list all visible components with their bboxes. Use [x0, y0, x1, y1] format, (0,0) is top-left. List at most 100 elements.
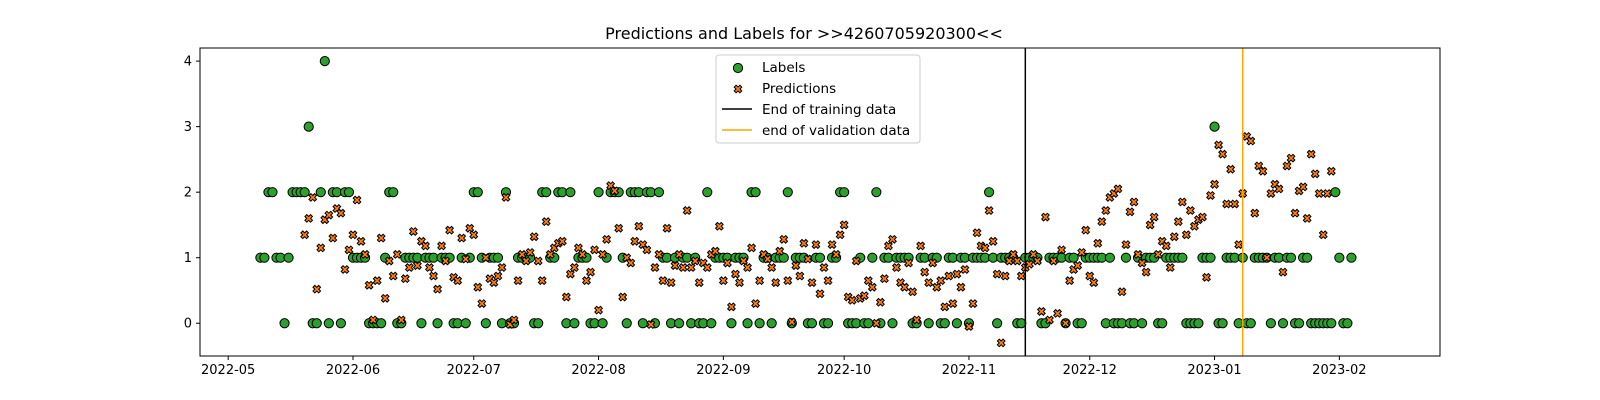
prediction-point — [1073, 261, 1083, 271]
label-point — [1265, 318, 1277, 329]
prediction-point — [344, 245, 354, 255]
label-point — [742, 318, 753, 329]
prediction-point — [614, 223, 624, 233]
prediction-point — [300, 230, 310, 240]
x-tick-label: 2023-02 — [1312, 363, 1366, 378]
prediction-point — [509, 315, 519, 325]
prediction-point — [859, 291, 869, 301]
prediction-point — [928, 258, 938, 268]
prediction-point — [879, 274, 889, 284]
label-point — [951, 318, 962, 329]
label-point — [565, 187, 576, 198]
prediction-point — [1278, 267, 1288, 277]
prediction-point — [1306, 149, 1316, 159]
prediction-point — [348, 230, 358, 240]
prediction-point — [1044, 315, 1054, 325]
prediction-point — [602, 234, 612, 244]
prediction-point — [404, 263, 414, 273]
label-point — [432, 318, 443, 329]
label-point — [653, 187, 665, 198]
prediction-point — [992, 269, 1002, 279]
label-point — [1277, 318, 1289, 329]
label-point — [597, 318, 608, 329]
prediction-point — [1165, 263, 1175, 273]
label-point — [806, 318, 818, 329]
prediction-point — [722, 258, 732, 268]
prediction-point — [891, 263, 902, 273]
prediction-point — [1310, 169, 1320, 179]
x-tick-label: 2022-08 — [571, 363, 625, 378]
prediction-point — [900, 282, 910, 292]
prediction-point — [469, 230, 479, 240]
label-point — [766, 318, 777, 329]
prediction-point — [1065, 276, 1075, 286]
prediction-point — [316, 243, 326, 253]
label-point — [1068, 252, 1079, 263]
label-point — [283, 252, 294, 263]
label-point — [343, 187, 355, 198]
prediction-point — [823, 276, 833, 286]
label-point — [1136, 318, 1148, 329]
y-tick-label: 0 — [184, 317, 192, 332]
x-tick-label: 2022-10 — [817, 363, 871, 378]
prediction-point — [1201, 272, 1212, 282]
prediction-point — [960, 264, 970, 275]
prediction-point — [497, 263, 507, 273]
chart-title: Predictions and Labels for >>42607059203… — [605, 24, 1003, 43]
prediction-point — [734, 278, 744, 288]
prediction-point — [1089, 278, 1099, 288]
prediction-point — [1262, 253, 1272, 263]
label-point — [702, 187, 713, 198]
label-point — [267, 187, 278, 198]
prediction-point — [940, 302, 950, 312]
prediction-point — [658, 276, 668, 286]
label-point — [1342, 318, 1353, 329]
label-point — [480, 318, 491, 329]
prediction-point — [1230, 199, 1240, 209]
prediction-point — [610, 186, 620, 196]
prediction-point — [912, 315, 922, 325]
label-point — [706, 318, 717, 329]
prediction-point — [336, 208, 346, 218]
prediction-point — [694, 278, 704, 288]
x-tick-label: 2022-05 — [201, 363, 255, 378]
prediction-point — [779, 234, 789, 244]
label-point — [416, 318, 427, 329]
prediction-point — [304, 213, 314, 223]
prediction-point — [730, 269, 740, 279]
legend-box — [715, 54, 921, 144]
label-point — [1346, 252, 1357, 263]
x-tick-label: 2023-01 — [1187, 363, 1241, 378]
prediction-point — [433, 284, 443, 294]
prediction-point — [815, 289, 825, 299]
label-point — [887, 318, 898, 329]
prediction-point — [835, 230, 845, 240]
prediction-point — [831, 249, 841, 259]
prediction-point — [867, 282, 877, 292]
prediction-point — [1036, 306, 1046, 316]
prediction-point — [908, 287, 918, 297]
prediction-point — [972, 228, 982, 238]
prediction-point — [1012, 256, 1022, 266]
label-point — [259, 252, 270, 263]
x-tick-label: 2022-06 — [326, 363, 380, 378]
label-point — [299, 187, 310, 198]
prediction-point — [380, 293, 390, 303]
prediction-point — [964, 322, 974, 332]
label-point — [867, 252, 878, 263]
prediction-point — [980, 243, 990, 253]
legend-label-training: End of training data — [762, 102, 896, 118]
label-point — [673, 318, 685, 329]
prediction-point — [618, 292, 628, 302]
prediction-point — [952, 269, 962, 279]
prediction-point — [457, 233, 467, 243]
x-tick-label: 2022-09 — [696, 363, 750, 378]
prediction-point — [626, 258, 636, 268]
prediction-point — [847, 295, 857, 305]
prediction-point — [783, 276, 793, 286]
legend-label-predictions: Predictions — [762, 81, 836, 97]
prediction-point — [324, 210, 334, 220]
prediction-point — [738, 256, 749, 266]
prediction-point — [747, 243, 757, 253]
